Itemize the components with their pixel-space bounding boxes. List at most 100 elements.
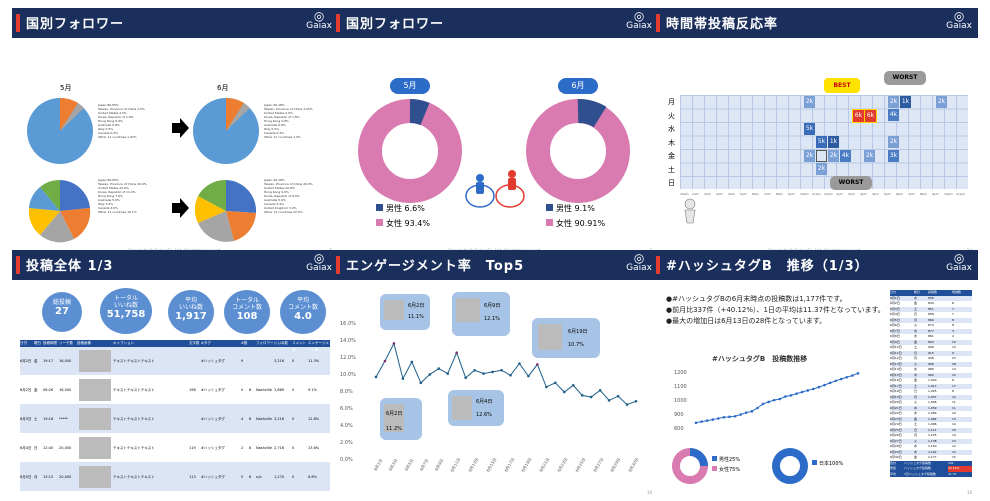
accent-bar <box>16 14 20 32</box>
female-legend: 女性75% <box>712 466 740 473</box>
table-row: 6月4日日 12:40 20,000 テキストテキストテキスト 119 #ハッシュタグ 2 8… <box>20 434 330 463</box>
gaiax-logo: ◎ Gaiax <box>626 251 652 273</box>
data-point <box>851 374 854 377</box>
page-number: 10 <box>646 490 652 495</box>
data-point <box>828 381 832 385</box>
table-row: 6月2日金 19:17 16,000 テキストテキストテキスト #ハッシュタグ 9 3,21… <box>20 347 330 376</box>
table-row: 6月14日水 980 14 <box>890 367 972 373</box>
data-point <box>845 375 849 379</box>
june-female-legend: 女性 90.91% <box>546 218 605 229</box>
table-row: 6月2日金 844 8 <box>890 301 972 307</box>
data-point <box>728 415 731 419</box>
best-callout: BEST <box>824 78 860 93</box>
data-point <box>761 402 765 406</box>
data-point <box>536 363 539 366</box>
callout: 6月19日 10.7% <box>532 318 600 358</box>
heat-cell: 2k <box>888 96 899 108</box>
data-point <box>772 398 776 402</box>
data-point <box>401 377 405 380</box>
arrow-right-icon <box>172 198 189 218</box>
day-labels: 月火水木金土日 <box>668 98 675 187</box>
male-legend: 男性25% <box>712 456 740 463</box>
gaiax-logo: ◎ Gaiax <box>946 9 972 31</box>
gaiax-logo: ◎ Gaiax <box>626 9 652 31</box>
data-point <box>750 410 754 413</box>
heat-cell: 2k <box>804 150 815 162</box>
table-row: 6月5日月 866 8 <box>890 317 972 323</box>
slide-gender: 国別フォロワー ◎ Gaiax 5月 6月 男性 6.6% 女性 93.4% 男性… <box>332 8 658 255</box>
callout: 6月2日 11.1% <box>380 294 430 330</box>
may-badge: 5月 <box>390 78 430 94</box>
data-point <box>700 420 703 423</box>
slide-header: 時間帯投稿反応率 ◎ Gaiax <box>652 8 978 38</box>
table-row: 6月5日月 13:15 20,000 テキストテキストテキスト 113 #ハッシュタグ 5 8… <box>20 463 330 491</box>
data-point <box>545 385 548 389</box>
data-point <box>455 351 458 354</box>
data-point <box>834 379 837 383</box>
may-pie-top <box>27 97 93 164</box>
data-point <box>823 383 826 387</box>
heat-cell: 5k <box>804 123 815 135</box>
data-point <box>527 374 530 378</box>
stat-total-likes: トータル いいね数 51,758 <box>100 288 152 334</box>
data-point <box>789 394 793 397</box>
slide-header: #ハッシュタグB 推移（1/3） ◎ Gaiax <box>652 250 978 280</box>
data-point <box>625 403 629 406</box>
worst-callout-top: WORST <box>884 71 926 85</box>
table-row: 6月17日土 1,017 17 <box>890 383 972 389</box>
heat-cell: 2k <box>864 150 875 162</box>
table-row: 6月18日日 1,025 8 <box>890 389 972 395</box>
data-point <box>446 372 450 375</box>
data-point <box>634 399 638 403</box>
table-row: 6月15日木 992 12 <box>890 372 972 378</box>
table-row: 6月13日火 966 28 <box>890 361 972 367</box>
heat-cell: 4k <box>888 109 899 121</box>
data-point <box>607 399 611 402</box>
june-male-legend: 男性 9.1% <box>546 203 595 214</box>
data-point <box>767 400 770 404</box>
data-point <box>374 375 378 379</box>
table-body: 6月1日木 836 6月2日金 844 8 6月3日土 851 7 6月4日日 858 7 6月5日月… <box>890 295 972 461</box>
june-pie-bottom <box>194 179 257 242</box>
table-row: 6月8日木 881 4 <box>890 334 972 340</box>
slide-time-reaction: 時間帯投稿反応率 ◎ Gaiax 月火水木金土日 2k 2k 1k 2k 6k 6… <box>652 8 978 255</box>
table-row: 6月29日木 1,162 12 <box>890 449 972 455</box>
data-point <box>491 370 494 374</box>
table-row: 6月20日火 1,048 11 <box>890 400 972 406</box>
stat-total-posts: 総投稿 27 <box>42 292 82 332</box>
callout: 6月4日 12.6% <box>448 390 504 426</box>
thinking-person-icon <box>684 198 696 224</box>
june-label: 6月 <box>217 84 229 92</box>
data-point <box>419 381 423 385</box>
data-point <box>778 397 782 401</box>
table-row: 6月10日土 906 13 <box>890 345 972 351</box>
data-point <box>694 421 698 425</box>
data-point <box>589 395 593 399</box>
june-badge: 6月 <box>558 78 598 94</box>
data-point <box>806 389 810 392</box>
may-female-legend: 女性 93.4% <box>376 218 430 229</box>
table-row: 6月27日火 1,138 13 <box>890 438 972 444</box>
data-point <box>795 392 798 395</box>
may-label: 5月 <box>60 84 72 92</box>
data-point <box>756 406 759 410</box>
may-bottom-legend: Japan 89.65% Taiwan, Province of China 20… <box>98 178 147 214</box>
data-point <box>616 394 620 398</box>
heat-cell: 4k <box>840 150 851 162</box>
data-point <box>733 414 737 418</box>
heat-cell: 1k <box>828 136 839 148</box>
slide-title: 時間帯投稿反応率 <box>666 17 779 32</box>
june-bottom-legend: Japan 90.18% Taiwan, Province of China 20… <box>264 178 313 214</box>
heat-cell: 2k <box>804 96 815 108</box>
table-row: 6月1日木 836 <box>890 295 972 301</box>
hour-labels: 12am 1am 2am 3am 4am 5am 6am 7am 8am 9am 10am 11am 1… <box>680 192 965 196</box>
heat-cell: 2k <box>828 150 839 162</box>
y-axis-labels: 16.0% 14.0% 12.0% 10.0% 8.0% 6.0% 4.0% 2.0% 0.0% <box>340 321 356 463</box>
data-point <box>580 394 584 397</box>
arrow-right-icon <box>172 118 189 138</box>
data-point <box>392 342 396 345</box>
data-point <box>817 385 821 389</box>
accent-bar <box>336 256 340 274</box>
table-row: 6月7日水 877 3 <box>890 328 972 334</box>
data-point <box>722 415 726 419</box>
